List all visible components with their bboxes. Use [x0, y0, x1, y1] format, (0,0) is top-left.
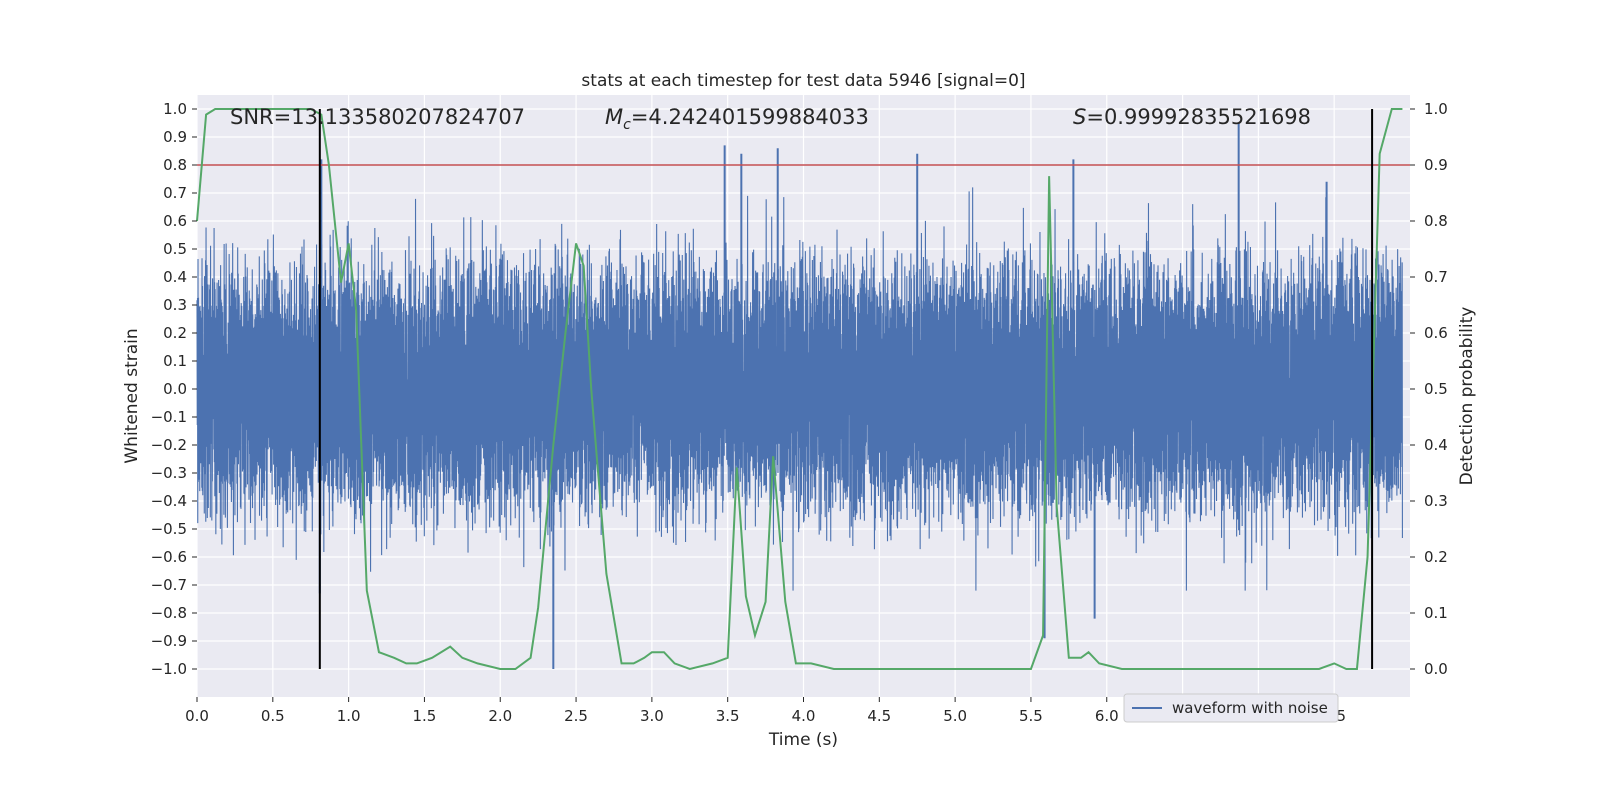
mc-value: =4.242401599884033 [631, 105, 869, 129]
y-left-tick-label: 0.1 [163, 352, 187, 370]
legend: waveform with noise [1123, 693, 1339, 723]
y-left-tick-label: 0.0 [163, 380, 187, 398]
y-left-tick-label: 0.8 [163, 156, 187, 174]
chirp-mass-annotation: Mc=4.242401599884033 [605, 105, 869, 133]
y-right-tick-label: 0.8 [1424, 212, 1448, 230]
y-right-tick-label: 0.7 [1424, 268, 1448, 286]
y-left-tick-label: 0.2 [163, 324, 187, 342]
y-left-tick-label: −0.8 [151, 604, 187, 622]
legend-label: waveform with noise [1172, 699, 1328, 717]
y-left-tick-label: 0.9 [163, 128, 187, 146]
x-tick-label: 4.0 [792, 707, 816, 725]
strain-series [196, 123, 1403, 669]
y-left-tick-label: 1.0 [163, 100, 187, 118]
s-symbol: S [1073, 105, 1086, 129]
y-left-tick-label: −0.6 [151, 548, 187, 566]
x-tick-label: 1.5 [413, 707, 437, 725]
y-right-tick-label: 0.9 [1424, 156, 1448, 174]
y-left-tick-label: 0.7 [163, 184, 187, 202]
y-left-tick-label: −0.3 [151, 464, 187, 482]
strain-trace [196, 187, 1403, 591]
x-tick-label: 4.5 [867, 707, 891, 725]
y-left-tick-label: −0.5 [151, 520, 187, 538]
x-tick-label: 2.0 [488, 707, 512, 725]
mc-subscript: c [623, 117, 631, 133]
y-right-tick-label: 0.4 [1424, 436, 1448, 454]
chart-title: stats at each timestep for test data 594… [581, 71, 1025, 91]
y-right-tick-label: 0.5 [1424, 380, 1448, 398]
x-tick-label: 6.0 [1095, 707, 1119, 725]
mc-symbol: M [605, 105, 623, 129]
x-tick-label: 3.0 [640, 707, 664, 725]
probability-line [196, 108, 1403, 671]
probability-series [196, 108, 1403, 671]
x-tick-label: 0.0 [185, 707, 209, 725]
x-tick-label: 3.5 [716, 707, 740, 725]
y-left-tick-label: 0.4 [163, 268, 187, 286]
y-left-tick-label: −0.4 [151, 492, 187, 510]
y-right-tick-label: 0.3 [1424, 492, 1448, 510]
y-left-tick-label: −0.7 [151, 576, 187, 594]
axis-ticks: 0.00.51.01.52.02.53.03.54.04.55.05.56.06… [151, 100, 1448, 725]
y-right-tick-label: 0.1 [1424, 604, 1448, 622]
y-left-tick-label: −0.2 [151, 436, 187, 454]
y-right-tick-label: 1.0 [1424, 100, 1448, 118]
x-tick-label: 0.5 [261, 707, 285, 725]
s-value: =0.99992835521698 [1086, 105, 1311, 129]
y-left-tick-label: 0.6 [163, 212, 187, 230]
snr-annotation: SNR=13.133580207824707 [230, 105, 525, 129]
y-right-tick-label: 0.6 [1424, 324, 1448, 342]
score-annotation: S=0.99992835521698 [1073, 105, 1311, 129]
y-right-tick-label: 0.0 [1424, 660, 1448, 678]
y-left-tick-label: −0.1 [151, 408, 187, 426]
y-left-tick-label: 0.5 [163, 240, 187, 258]
y-left-tick-label: 0.3 [163, 296, 187, 314]
y-left-tick-label: −1.0 [151, 660, 187, 678]
y-axis-label-right: Detection probability [1457, 307, 1477, 486]
y-left-tick-label: −0.9 [151, 632, 187, 650]
y-axis-label-left: Whitened strain [122, 328, 142, 463]
x-tick-label: 5.5 [1019, 707, 1043, 725]
x-tick-label: 1.0 [337, 707, 361, 725]
legend-box [1123, 693, 1339, 723]
x-tick-label: 5.0 [943, 707, 967, 725]
x-axis-label: Time (s) [768, 730, 838, 750]
y-right-tick-label: 0.2 [1424, 548, 1448, 566]
x-tick-label: 2.5 [564, 707, 588, 725]
vertical-markers [318, 109, 1374, 669]
